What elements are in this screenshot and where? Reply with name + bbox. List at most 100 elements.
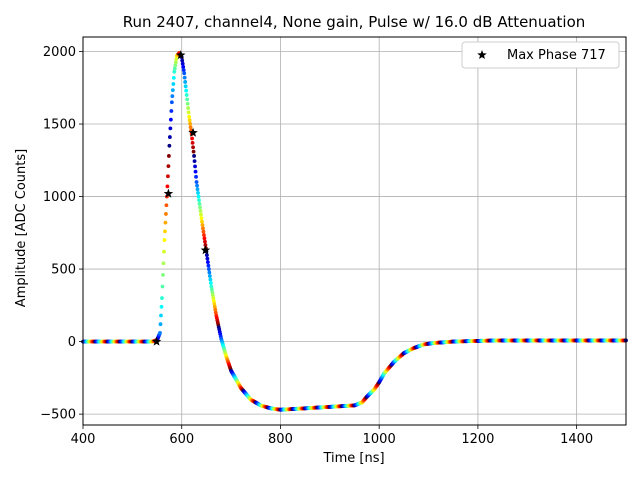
waveform-point — [181, 68, 186, 72]
waveform-point — [164, 203, 169, 208]
waveform-point — [183, 84, 188, 89]
waveform-point — [197, 201, 202, 206]
waveform-point — [191, 149, 196, 154]
chart-title: Run 2407, channel4, None gain, Pulse w/ … — [123, 13, 586, 31]
waveform-point — [166, 154, 171, 158]
waveform-point — [169, 109, 174, 113]
waveform-point — [192, 154, 196, 158]
waveform-point — [192, 159, 197, 164]
waveform-point — [211, 299, 216, 303]
waveform-point — [190, 140, 195, 145]
waveform-point — [159, 313, 163, 318]
legend: Max Phase 717 — [461, 41, 620, 69]
waveform-point — [209, 287, 214, 292]
waveform-point — [210, 293, 215, 298]
legend-star-icon — [477, 50, 487, 60]
waveform-point — [183, 80, 188, 84]
waveform-point — [181, 64, 186, 69]
waveform-point — [208, 281, 213, 285]
waveform-point — [180, 58, 185, 63]
waveform-point — [160, 284, 165, 289]
waveform-point — [200, 219, 204, 224]
waveform-point — [182, 75, 187, 80]
waveform-point — [173, 60, 178, 65]
waveform-point — [212, 301, 217, 306]
waveform-point — [161, 261, 166, 266]
waveform-point — [200, 223, 205, 227]
waveform-point — [202, 233, 206, 237]
waveform-point — [158, 322, 163, 327]
y-tick-label: 500 — [51, 263, 76, 278]
waveform-point — [206, 267, 211, 271]
waveform-point — [167, 135, 172, 139]
waveform-point — [170, 88, 175, 92]
waveform-point — [168, 126, 173, 131]
max-phase-markers — [151, 50, 211, 346]
y-tick-label: 0 — [68, 335, 76, 350]
waveform-point — [163, 229, 167, 234]
waveform-point — [198, 205, 202, 210]
waveform-point — [210, 290, 215, 295]
waveform-point — [180, 61, 185, 66]
waveform-point — [182, 71, 187, 76]
x-tick-label: 800 — [268, 432, 293, 447]
waveform-point — [198, 209, 203, 213]
waveform-point — [186, 110, 191, 115]
waveform-point — [174, 57, 179, 61]
waveform-point — [199, 212, 203, 217]
waveform-point — [213, 307, 218, 312]
waveform-point — [163, 220, 168, 225]
waveform-point — [199, 216, 204, 221]
waveform-point — [187, 114, 192, 119]
waveform-point — [166, 174, 170, 179]
y-tick-label: −500 — [40, 408, 76, 423]
legend-label: Max Phase 717 — [507, 48, 606, 63]
waveform-point — [158, 331, 162, 335]
waveform-point — [172, 69, 177, 74]
plot-frame — [82, 36, 627, 426]
waveform-point — [211, 296, 216, 300]
y-tick-label: 1500 — [43, 118, 76, 133]
legend-box — [461, 41, 620, 69]
waveform-point — [206, 263, 211, 268]
waveform-point — [195, 183, 199, 188]
waveform-point — [193, 169, 198, 174]
waveform-point — [159, 304, 164, 309]
waveform-point — [212, 304, 217, 309]
waveform-point — [213, 310, 218, 315]
max-phase-marker — [163, 188, 174, 198]
waveform-point — [170, 94, 175, 99]
waveform-point — [185, 101, 190, 106]
waveform-point — [207, 270, 212, 275]
waveform-point — [201, 229, 206, 234]
waveform-point — [184, 88, 189, 93]
max-phase-marker — [200, 245, 211, 255]
waveform-point — [162, 249, 166, 254]
waveform-points — [81, 51, 628, 412]
grid-lines — [82, 37, 626, 425]
waveform-point — [161, 272, 165, 277]
waveform-point — [162, 238, 167, 242]
waveform-point — [197, 198, 201, 203]
waveform-point — [165, 184, 170, 189]
waveform-point — [173, 63, 178, 68]
waveform-point — [194, 174, 198, 179]
waveform-point — [188, 125, 193, 130]
waveform-point — [172, 66, 177, 71]
waveform-point — [208, 277, 213, 282]
x-tick-label: 1000 — [363, 432, 396, 447]
waveform-point — [203, 243, 208, 247]
waveform-point — [184, 93, 189, 97]
waveform-point — [185, 97, 190, 102]
waveform-point — [167, 143, 172, 148]
waveform-point — [209, 284, 214, 289]
max-phase-marker — [151, 336, 162, 346]
x-tick-label: 1200 — [461, 432, 494, 447]
waveform-point — [205, 256, 210, 261]
waveform-point — [195, 187, 200, 192]
waveform-point — [202, 236, 207, 241]
y-axis-ticks: −500 0 500 1000 1500 2000 — [40, 45, 83, 423]
waveform-point — [188, 121, 193, 126]
waveform-point — [171, 76, 176, 80]
